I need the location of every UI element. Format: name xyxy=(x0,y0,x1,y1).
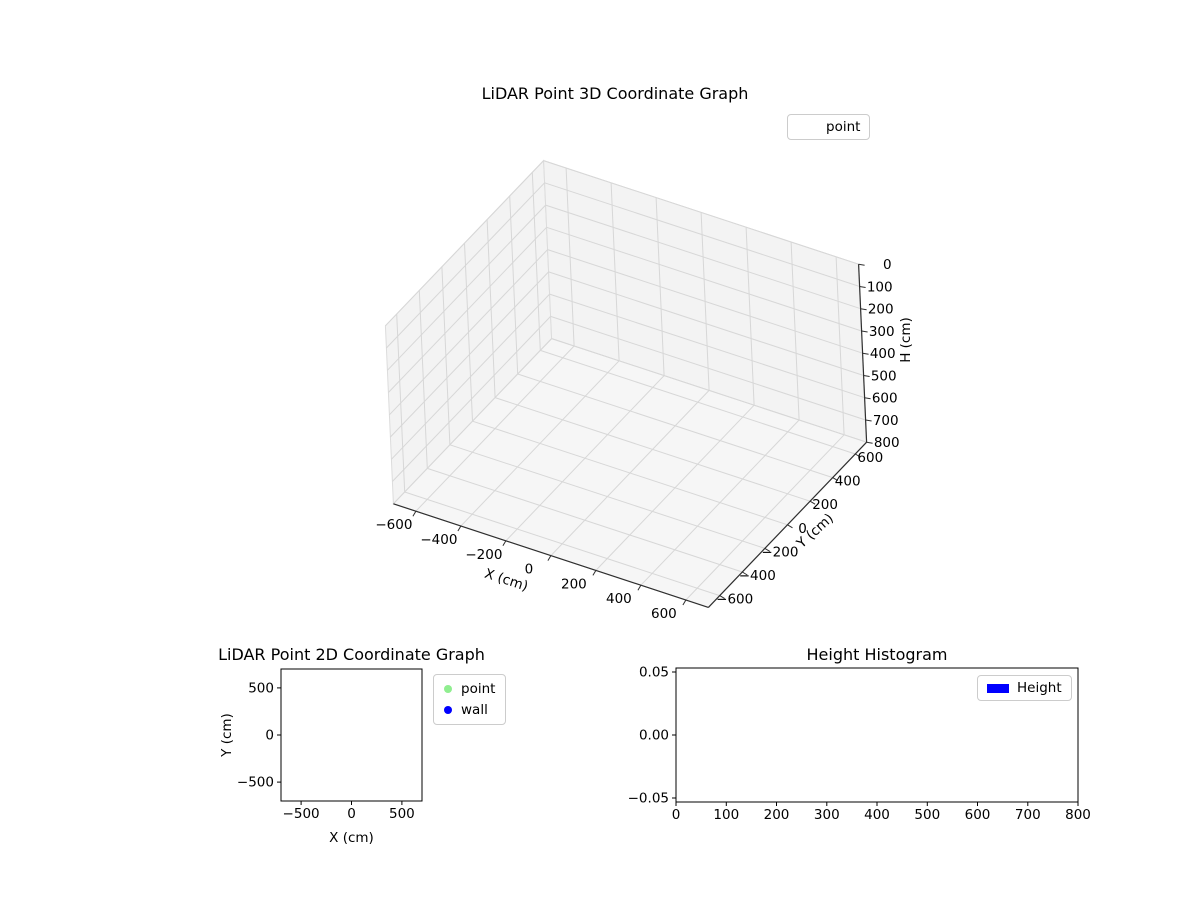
tick-label: 0.00 xyxy=(639,728,669,744)
tick-label: 300 xyxy=(869,324,895,340)
plot3d-x-axis-label: X (cm) xyxy=(483,566,530,595)
tick-label: 200 xyxy=(812,497,838,513)
tick-label: 600 xyxy=(965,807,991,823)
tick-label: −600 xyxy=(375,517,412,533)
tick-label: 400 xyxy=(835,474,861,490)
tick-label: 400 xyxy=(870,346,896,362)
legend-item-point: point xyxy=(444,681,495,697)
plot2d-legend: point wall xyxy=(433,674,507,725)
tick-label: −0.05 xyxy=(628,791,669,807)
wall-marker-icon xyxy=(444,706,452,714)
tick-label: 400 xyxy=(606,591,632,607)
height-swatch-icon xyxy=(987,683,1009,693)
legend-label-height: Height xyxy=(1017,680,1062,696)
legend-item-wall: wall xyxy=(444,702,488,718)
tick-label: 200 xyxy=(868,302,894,318)
tick-label: −400 xyxy=(739,568,776,584)
plot2d-axes: −500 0 500 500 0 −500 xyxy=(237,668,423,822)
tick-label: 0 xyxy=(798,521,807,537)
tick-label: 500 xyxy=(248,680,274,696)
histogram-legend: Height xyxy=(977,675,1072,701)
tick-label: 700 xyxy=(873,413,899,429)
plot3d-z-axis-label: H (cm) xyxy=(898,317,914,363)
tick-label: 200 xyxy=(561,576,587,592)
histogram-title: Height Histogram xyxy=(806,645,948,664)
plot2d-y-axis-label: Y (cm) xyxy=(219,713,235,758)
tick-label: 600 xyxy=(857,450,883,466)
tick-label: 500 xyxy=(914,807,940,823)
legend-label-point: point xyxy=(461,681,496,697)
tick-label: 100 xyxy=(867,280,893,296)
tick-label: 0.05 xyxy=(639,665,669,681)
tick-label: 700 xyxy=(1015,807,1041,823)
tick-label: −500 xyxy=(237,775,274,791)
tick-label: 800 xyxy=(1065,807,1091,823)
tick-label: −600 xyxy=(716,592,753,608)
tick-label: 0 xyxy=(265,728,274,744)
tick-label: −200 xyxy=(465,547,502,563)
tick-label: −400 xyxy=(420,532,457,548)
tick-label: 300 xyxy=(814,807,840,823)
plot3d-axes: −600−400−2000200400600−600−400−200020040… xyxy=(375,159,900,622)
tick-label: 0 xyxy=(883,257,892,273)
tick-label: 400 xyxy=(864,807,890,823)
point-marker-empty xyxy=(797,122,818,132)
plot3d-legend: point xyxy=(787,114,871,140)
tick-label: −200 xyxy=(761,544,798,560)
plot3d-title: LiDAR Point 3D Coordinate Graph xyxy=(481,84,749,103)
plot2d-x-axis-label: X (cm) xyxy=(329,830,374,846)
tick-label: 800 xyxy=(874,435,900,451)
point-marker-icon xyxy=(444,685,452,693)
tick-label: 500 xyxy=(871,369,897,385)
tick-label: 200 xyxy=(764,807,790,823)
tick-label: 500 xyxy=(389,806,415,822)
legend-label-point: point xyxy=(826,119,861,135)
legend-label-wall: wall xyxy=(461,702,488,718)
tick-label: 100 xyxy=(713,807,739,823)
tick-label: 600 xyxy=(651,606,677,622)
tick-label: 0 xyxy=(347,806,356,822)
tick-label: 0 xyxy=(525,562,534,578)
plot-area xyxy=(280,668,423,802)
tick-label: −500 xyxy=(283,806,320,822)
tick-label: 0 xyxy=(672,807,681,823)
tick-label: 600 xyxy=(872,391,898,407)
plot2d-title: LiDAR Point 2D Coordinate Graph xyxy=(218,645,485,664)
